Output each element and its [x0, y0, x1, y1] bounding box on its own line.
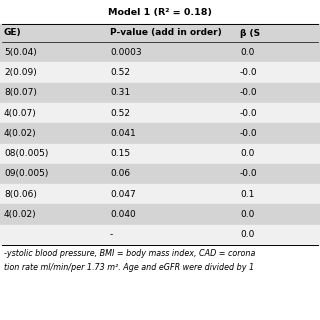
Bar: [0, 204, 320, 225]
Text: 8(0.06): 8(0.06): [4, 190, 37, 199]
Bar: [0, 62, 320, 83]
Text: -0.0: -0.0: [240, 88, 258, 97]
Text: 8(0.07): 8(0.07): [4, 88, 37, 97]
Text: 09(0.005): 09(0.005): [4, 170, 48, 179]
Text: -ystolic blood pressure, BMI = body mass index, CAD = corona: -ystolic blood pressure, BMI = body mass…: [4, 249, 255, 258]
Text: 0.06: 0.06: [110, 170, 130, 179]
Text: 0.52: 0.52: [110, 108, 130, 117]
Bar: [0, 24, 320, 42]
Text: 4(0.02): 4(0.02): [4, 129, 36, 138]
Text: -0.0: -0.0: [240, 68, 258, 77]
Text: 0.0: 0.0: [240, 230, 254, 239]
Text: Model 1 (R² = 0.18): Model 1 (R² = 0.18): [108, 7, 212, 17]
Text: P-value (add in order): P-value (add in order): [110, 28, 222, 37]
Bar: [0, 184, 320, 204]
Text: 0.15: 0.15: [110, 149, 130, 158]
Text: -0.0: -0.0: [240, 108, 258, 117]
Text: 0.0003: 0.0003: [110, 48, 142, 57]
Text: 0.0: 0.0: [240, 149, 254, 158]
Bar: [0, 123, 320, 143]
Text: 08(0.005): 08(0.005): [4, 149, 48, 158]
Text: -0.0: -0.0: [240, 170, 258, 179]
Bar: [0, 83, 320, 103]
Text: β (S: β (S: [240, 28, 260, 37]
Text: 0.1: 0.1: [240, 190, 254, 199]
Text: 4(0.02): 4(0.02): [4, 210, 36, 219]
Text: 0.041: 0.041: [110, 129, 136, 138]
Text: -: -: [110, 230, 113, 239]
Text: 4(0.07): 4(0.07): [4, 108, 37, 117]
Bar: [0, 143, 320, 164]
Bar: [0, 42, 320, 62]
Bar: [0, 164, 320, 184]
Text: tion rate ml/min/per 1.73 m². Age and eGFR were divided by 1: tion rate ml/min/per 1.73 m². Age and eG…: [4, 263, 254, 273]
Bar: [0, 103, 320, 123]
Text: 0.047: 0.047: [110, 190, 136, 199]
Text: 0.0: 0.0: [240, 210, 254, 219]
Text: 0.040: 0.040: [110, 210, 136, 219]
Text: 0.31: 0.31: [110, 88, 130, 97]
Text: 0.52: 0.52: [110, 68, 130, 77]
Text: 0.0: 0.0: [240, 48, 254, 57]
Text: -0.0: -0.0: [240, 129, 258, 138]
Text: 2(0.09): 2(0.09): [4, 68, 37, 77]
Text: GE): GE): [4, 28, 22, 37]
Bar: [0, 225, 320, 245]
Text: 5(0.04): 5(0.04): [4, 48, 37, 57]
